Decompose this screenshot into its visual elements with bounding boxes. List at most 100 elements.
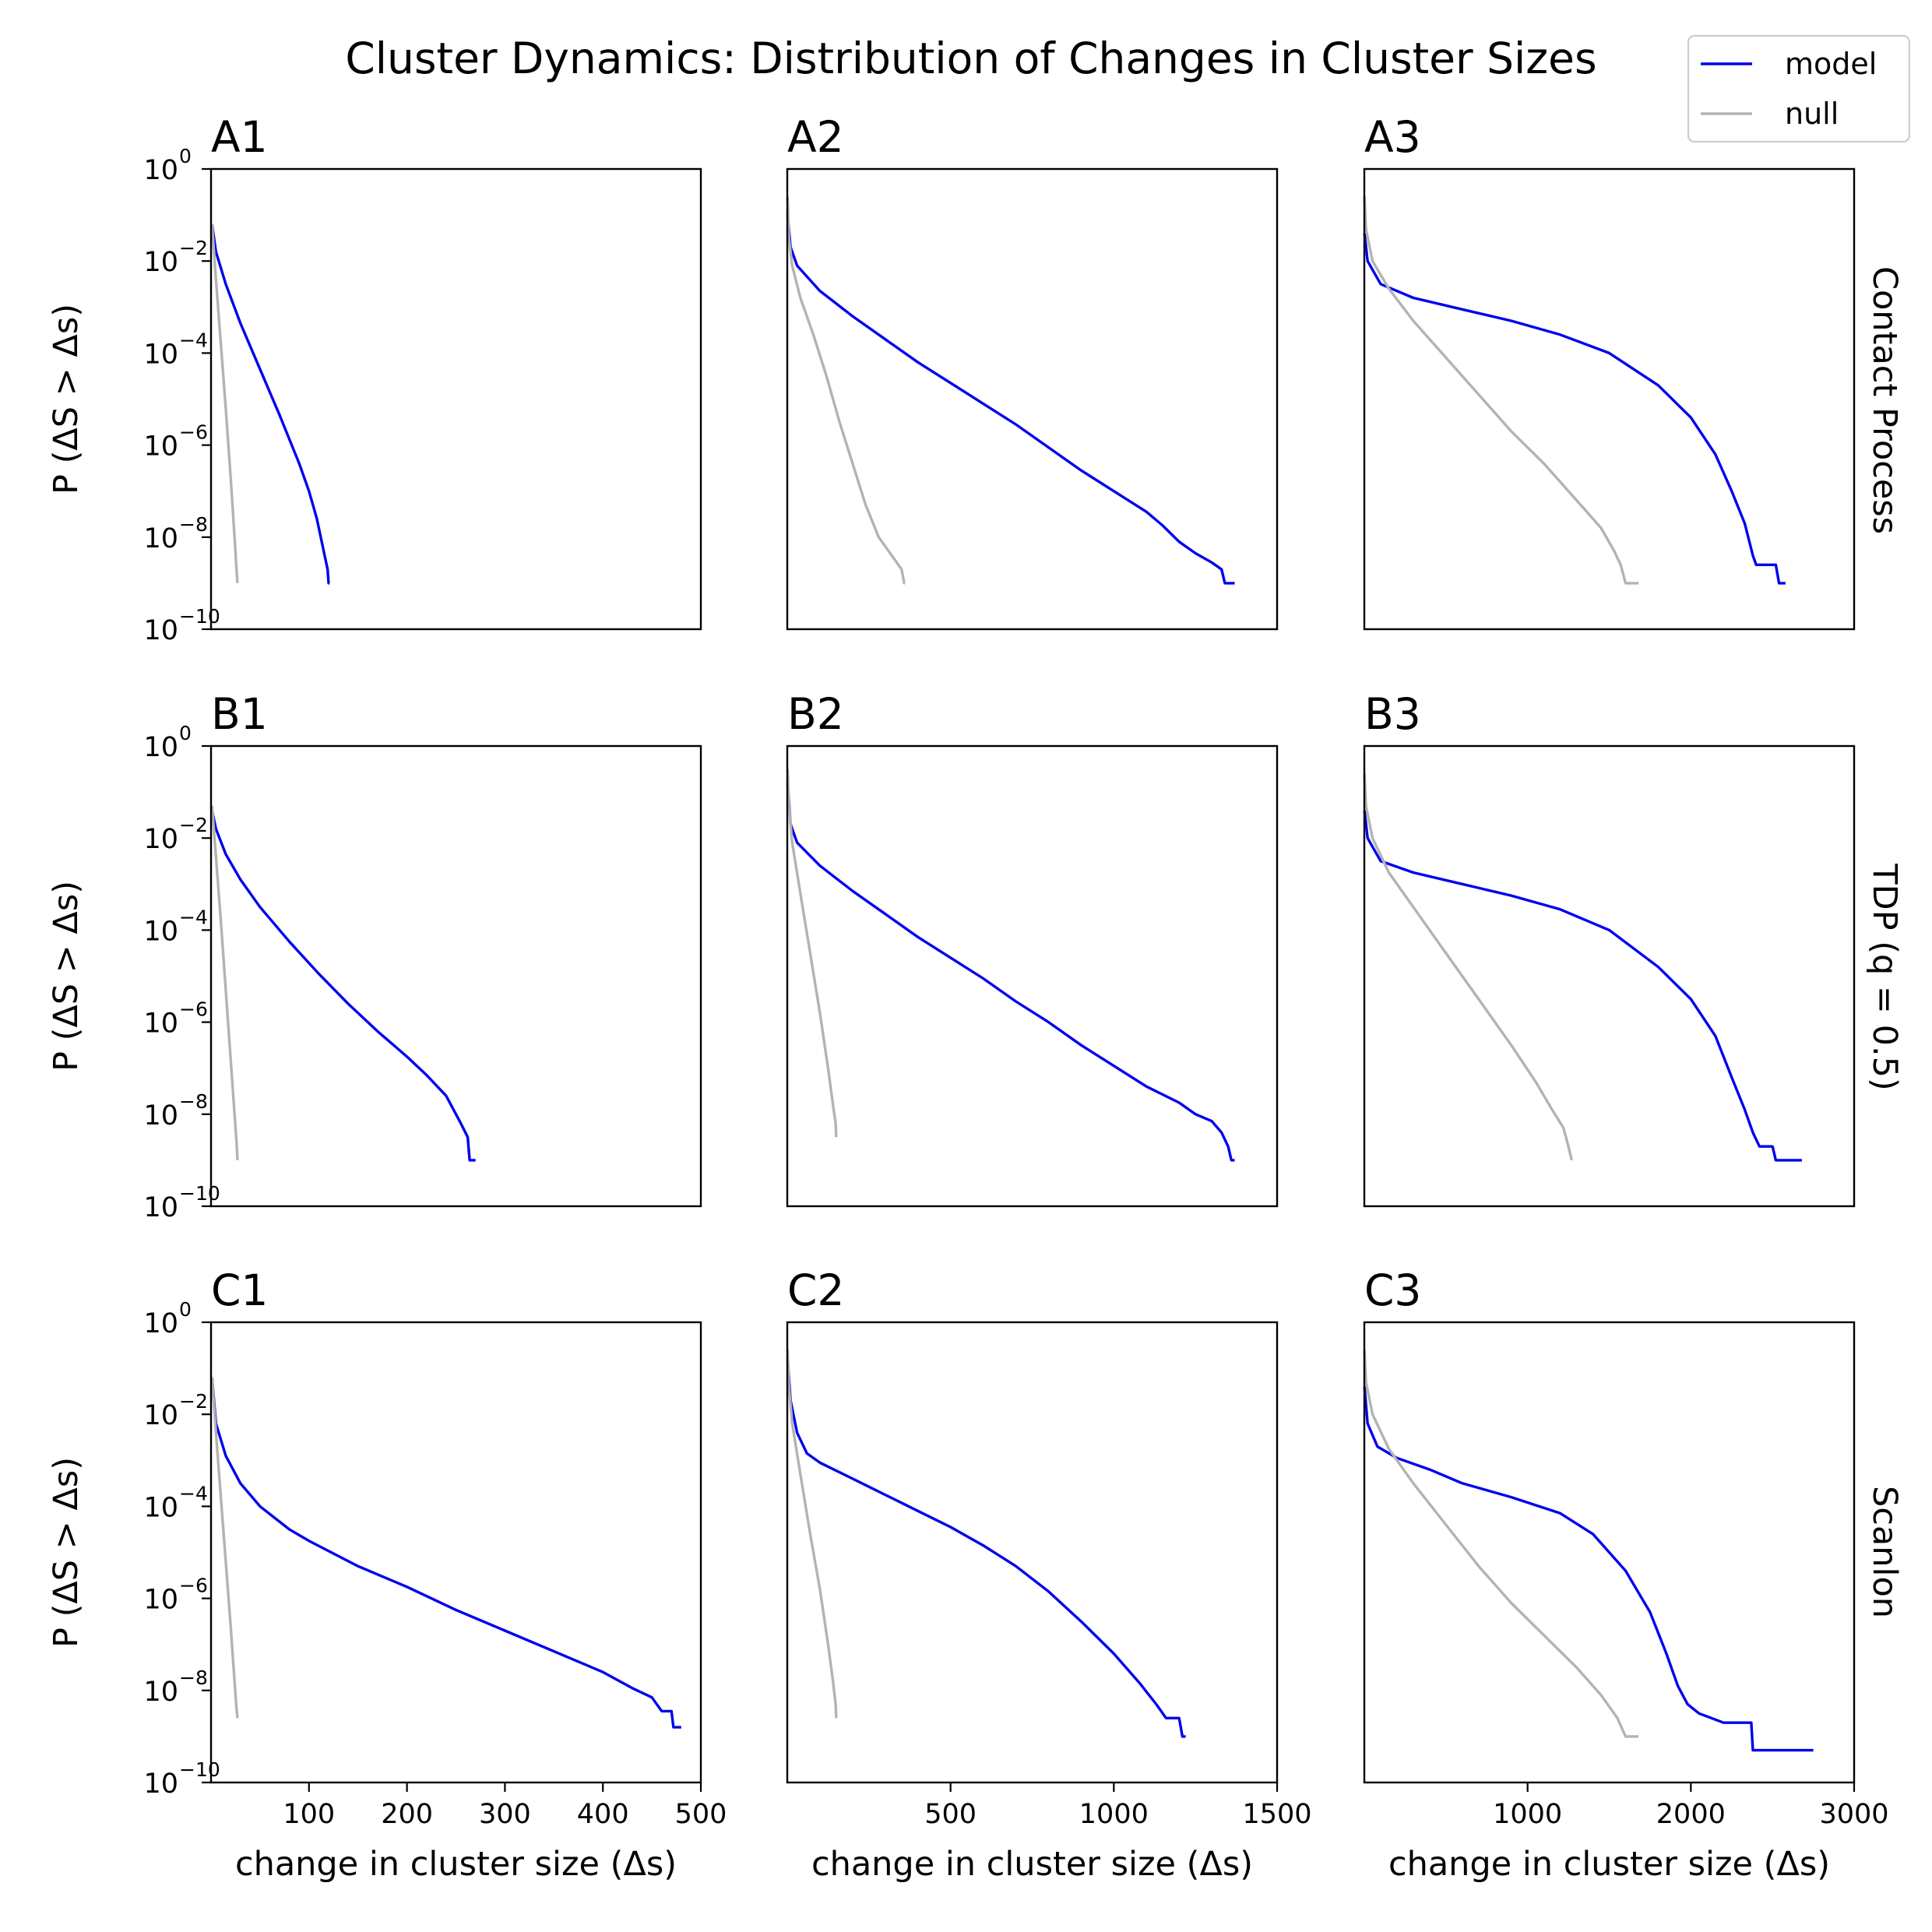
- y-tick-label: 10: [143, 615, 178, 646]
- y-tick-exponent: −4: [179, 329, 208, 351]
- panel-a3: A3: [1363, 112, 1856, 631]
- series-line-null-b2: [786, 769, 838, 1138]
- panel-title-c2: C2: [787, 1265, 844, 1315]
- y-tick-label: 10: [143, 1308, 178, 1339]
- y-tick-exponent: −8: [179, 1090, 208, 1113]
- y-tick-label: 10: [143, 916, 178, 947]
- series-line-model-b2: [786, 783, 1235, 1162]
- y-tick-label: 10: [143, 1585, 178, 1616]
- y-tick-label: 10: [143, 247, 178, 278]
- series-line-model-a1: [210, 223, 330, 585]
- row-label-contact-process: Contact Process: [1865, 266, 1904, 534]
- series-line-model-a2: [786, 214, 1235, 585]
- panel-title-c1: C1: [211, 1265, 268, 1315]
- series-line-null-a1: [210, 223, 239, 584]
- panel-title-b1: B1: [211, 689, 268, 739]
- x-tick-label: 1000: [1493, 1799, 1562, 1830]
- plot-frame-c3: [1363, 1321, 1856, 1784]
- x-tick-label: 200: [381, 1799, 433, 1830]
- y-axis-title: P (ΔS > Δs): [47, 881, 86, 1072]
- plot-frame-a3: [1363, 167, 1856, 631]
- series-line-model-b1: [210, 810, 476, 1162]
- panel-title-b2: B2: [787, 689, 844, 739]
- x-tick-label: 1500: [1242, 1799, 1311, 1830]
- y-tick-exponent: −6: [179, 1575, 208, 1597]
- plot-frame-a1: [209, 167, 702, 631]
- y-tick-label: 10: [143, 431, 178, 463]
- plot-frame-b3: [1363, 744, 1856, 1208]
- y-tick-exponent: −8: [179, 513, 208, 536]
- x-tick-label: 2000: [1656, 1799, 1726, 1830]
- series-line-model-c3: [1363, 1386, 1814, 1752]
- y-tick-exponent: 0: [179, 145, 192, 167]
- y-axis-title: P (ΔS > Δs): [47, 1457, 86, 1648]
- y-tick-label: 10: [143, 1192, 178, 1223]
- panel-b2: B2: [786, 689, 1279, 1208]
- y-tick-exponent: −4: [179, 906, 208, 928]
- x-tick-label: 400: [577, 1799, 629, 1830]
- y-tick-exponent: −6: [179, 998, 208, 1021]
- series-line-null-a2: [786, 196, 906, 585]
- x-tick-label: 300: [479, 1799, 531, 1830]
- row-label-scanlon: Scanlon: [1865, 1486, 1904, 1618]
- series-line-null-b3: [1363, 773, 1573, 1161]
- plot-frame-a2: [786, 167, 1279, 631]
- panel-title-a2: A2: [787, 112, 844, 162]
- figure-title: Cluster Dynamics: Distribution of Change…: [345, 33, 1596, 83]
- x-tick-label: 3000: [1819, 1799, 1888, 1830]
- x-axis-title: change in cluster size (Δs): [811, 1845, 1253, 1884]
- series-line-model-b3: [1363, 810, 1802, 1162]
- y-tick-exponent: −8: [179, 1666, 208, 1689]
- series-line-null-b1: [210, 805, 239, 1160]
- y-tick-exponent: −2: [179, 237, 208, 259]
- series-line-model-a3: [1363, 233, 1786, 585]
- plot-frame-b2: [786, 744, 1279, 1208]
- panel-c2: C2 500 1000 1500 change in cluster size (Δs): [786, 1265, 1312, 1884]
- series-line-null-c3: [1363, 1350, 1639, 1738]
- x-axis-title: change in cluster size (Δs): [235, 1845, 677, 1884]
- y-tick-exponent: 0: [179, 722, 192, 744]
- y-tick-exponent: −10: [179, 1182, 220, 1205]
- series-line-null-c2: [786, 1350, 838, 1719]
- y-tick-label: 10: [143, 1677, 178, 1708]
- y-tick-label: 10: [143, 1400, 178, 1431]
- series-line-null-c1: [210, 1377, 239, 1719]
- y-tick-exponent: −2: [179, 814, 208, 836]
- legend-null-label: null: [1785, 97, 1839, 131]
- y-axis-title: P (ΔS > Δs): [47, 304, 86, 494]
- plot-frame-c2: [786, 1321, 1279, 1784]
- panel-title-a1: A1: [211, 112, 268, 162]
- y-tick-label: 10: [143, 1100, 178, 1131]
- series-line-null-a3: [1363, 196, 1639, 585]
- y-tick-label: 10: [143, 1492, 178, 1523]
- y-tick-label: 10: [143, 1768, 178, 1800]
- panel-a2: A2: [786, 112, 1279, 631]
- y-tick-exponent: −4: [179, 1482, 208, 1504]
- y-tick-label: 10: [143, 339, 178, 370]
- x-tick-label: 100: [283, 1799, 335, 1830]
- panel-title-c3: C3: [1364, 1265, 1421, 1315]
- y-tick-exponent: −6: [179, 421, 208, 444]
- legend-box: [1687, 34, 1911, 143]
- y-tick-exponent: 0: [179, 1298, 192, 1321]
- x-tick-label: 1000: [1079, 1799, 1149, 1830]
- plot-frame-c1: [209, 1321, 702, 1784]
- legend: model null: [1687, 34, 1911, 143]
- row-label-tdp: TDP (q = 0.5): [1865, 863, 1904, 1091]
- x-tick-label: 500: [675, 1799, 727, 1830]
- y-tick-label: 10: [143, 155, 178, 186]
- y-tick-label: 10: [143, 523, 178, 554]
- panel-c3: C3 1000 2000 3000 change in cluster size (Δs…: [1363, 1265, 1889, 1884]
- plot-frame-b1: [209, 744, 702, 1208]
- panel-title-a3: A3: [1364, 112, 1421, 162]
- y-tick-exponent: −10: [179, 605, 220, 628]
- y-tick-label: 10: [143, 1008, 178, 1040]
- y-tick-label: 10: [143, 732, 178, 763]
- series-line-model-c2: [786, 1359, 1186, 1738]
- y-tick-exponent: −10: [179, 1758, 220, 1781]
